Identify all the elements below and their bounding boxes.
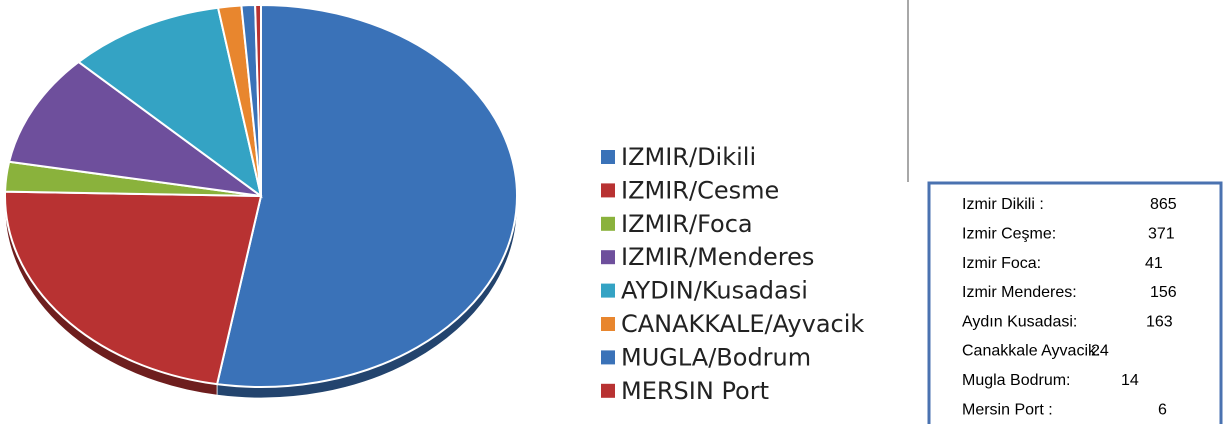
- box-value: 24: [1091, 343, 1109, 360]
- box-value: 6: [1158, 401, 1167, 418]
- legend-swatch: [601, 317, 615, 331]
- box-value: 156: [1150, 284, 1177, 301]
- legend-swatch: [601, 183, 615, 198]
- value-box: [927, 181, 1223, 424]
- box-label: Aydın Kusadasi:: [962, 313, 1077, 330]
- box-label: Mersin Port :: [962, 401, 1053, 418]
- box-value: 41: [1145, 255, 1163, 272]
- legend-swatch: [601, 383, 615, 398]
- legend-swatch: [601, 150, 615, 164]
- box-label: Izmir Dikili :: [962, 196, 1044, 213]
- box-value: 371: [1148, 226, 1175, 243]
- slice: [76, 6, 263, 199]
- box-label: Izmir Foca:: [962, 255, 1041, 272]
- box-value: 163: [1146, 313, 1173, 330]
- slice: [215, 3, 518, 388]
- slice: [254, 3, 262, 197]
- slice: [4, 190, 263, 386]
- slice: [7, 60, 262, 197]
- legend-label: IZMIR/Dikili: [621, 143, 756, 171]
- box-label: Mugla Bodrum:: [962, 372, 1071, 389]
- legend-label: MUGLA/Bodrum: [621, 343, 811, 371]
- legend-label: AYDIN/Kusadasi: [621, 277, 808, 305]
- box-value: 14: [1121, 372, 1139, 389]
- legend-label: MERSIN Port: [621, 377, 769, 405]
- box-value: 865: [1150, 196, 1177, 213]
- legend-swatch: [601, 250, 615, 265]
- box-label: Izmir Ceşme:: [962, 226, 1056, 243]
- legend-label: IZMIR/Foca: [621, 210, 753, 238]
- legend-label: CANAKKALE/Ayvacik: [621, 310, 864, 338]
- legend-label: IZMIR/Menderes: [621, 243, 814, 271]
- legend-label: IZMIR/Cesme: [621, 176, 779, 204]
- legend-swatch: [601, 216, 615, 231]
- box-label: Izmir Menderes:: [962, 284, 1077, 301]
- legend-swatch: [601, 283, 615, 298]
- box-label: Canakkale Ayvacik:: [962, 343, 1100, 360]
- legend-swatch: [601, 350, 615, 365]
